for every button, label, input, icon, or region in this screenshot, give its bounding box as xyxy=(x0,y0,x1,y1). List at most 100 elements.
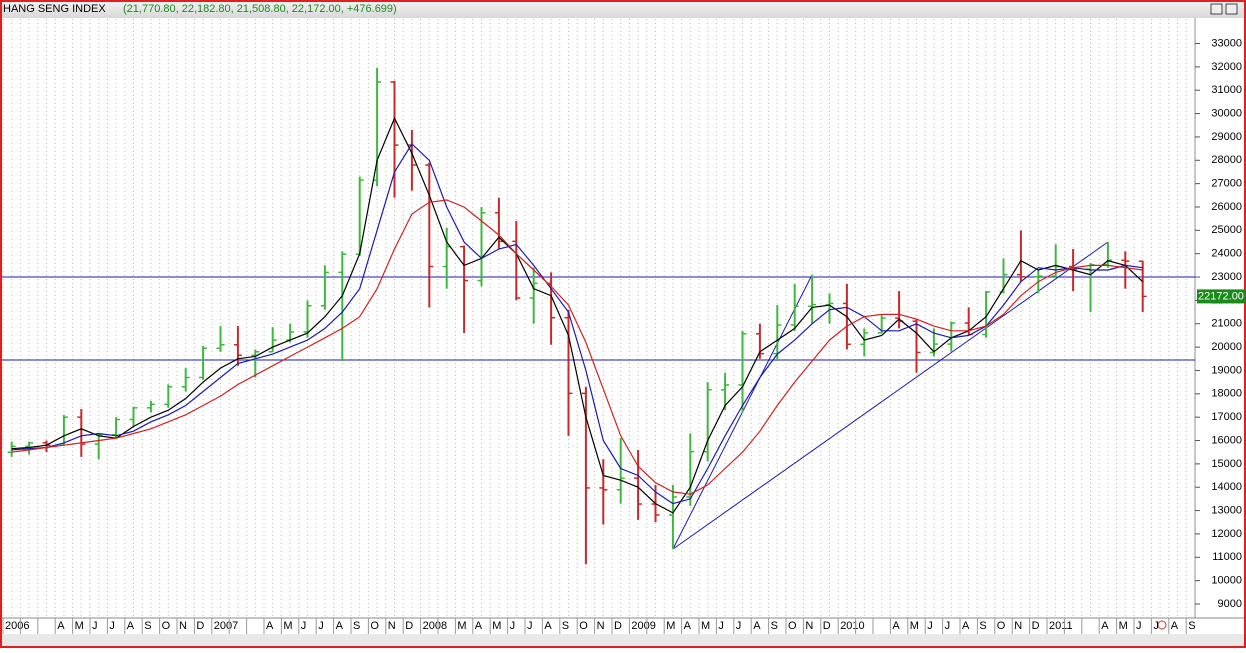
ohlc-bar xyxy=(564,309,573,436)
ohlc-bar xyxy=(494,197,503,250)
y-tick-label: 32000 xyxy=(1211,61,1242,73)
ohlc-bar xyxy=(251,349,260,378)
plot-area xyxy=(2,19,1195,618)
x-tick-label: S xyxy=(562,620,569,632)
x-tick-label: O xyxy=(370,620,379,632)
y-tick-label: 24000 xyxy=(1211,248,1242,260)
x-tick-label: N xyxy=(597,620,605,632)
ohlc-bar xyxy=(164,384,173,408)
x-tick-label: A xyxy=(127,620,135,632)
y-tick-label: 9000 xyxy=(1218,598,1242,610)
y-tick-label: 29000 xyxy=(1211,131,1242,143)
ohlc-bar xyxy=(477,206,486,287)
y-tick-label: 16000 xyxy=(1211,434,1242,446)
y-tick-label: 21000 xyxy=(1211,318,1242,330)
scroll-icon[interactable] xyxy=(1157,620,1167,630)
ohlc-bar xyxy=(773,305,782,362)
ohlc-bar xyxy=(721,372,730,411)
ohlc-bar xyxy=(1138,260,1147,313)
x-tick-label: S xyxy=(1188,620,1195,632)
x-tick-label: S xyxy=(979,620,986,632)
x-tick-label: 2010 xyxy=(840,620,864,632)
x-tick-label: 2007 xyxy=(214,620,238,632)
x-tick-label: A xyxy=(544,620,552,632)
x-tick-label: A xyxy=(57,620,65,632)
y-tick-label: 33000 xyxy=(1211,37,1242,49)
ohlc-bar xyxy=(390,80,399,198)
x-tick-label: D xyxy=(823,620,831,632)
ohlc-bar xyxy=(912,319,921,373)
x-tick-label: S xyxy=(144,620,151,632)
x-tick-label: A xyxy=(753,620,761,632)
y-tick-label: 15000 xyxy=(1211,458,1242,470)
y-tick-label: 12000 xyxy=(1211,528,1242,540)
ohlc-bar xyxy=(1121,251,1130,289)
ohlc-bar xyxy=(199,345,208,380)
x-tick-label: M xyxy=(910,620,919,632)
ohlc-bar xyxy=(668,484,677,550)
last-value-tag xyxy=(1197,289,1245,304)
x-tick-label: A xyxy=(475,620,483,632)
ohlc-bar xyxy=(790,284,799,331)
x-tick-label: A xyxy=(266,620,274,632)
ohlc-bar xyxy=(216,326,225,352)
x-tick-label: J xyxy=(318,620,324,632)
y-tick-label: 14000 xyxy=(1211,481,1242,493)
x-tick-label: J xyxy=(1136,620,1142,632)
y-tick-label: 13000 xyxy=(1211,504,1242,516)
ohlc-bar xyxy=(320,265,329,310)
x-tick-label: S xyxy=(771,620,778,632)
ohlc-bar xyxy=(338,251,347,362)
close-button[interactable] xyxy=(1225,3,1238,15)
ohlc-bar xyxy=(703,382,712,462)
x-tick-label: M xyxy=(666,620,675,632)
x-tick-label: A xyxy=(1171,620,1179,632)
y-tick-label: 19000 xyxy=(1211,364,1242,376)
ohlc-bar xyxy=(425,162,434,308)
x-tick-label: S xyxy=(353,620,360,632)
x-tick-label: 2011 xyxy=(1049,620,1073,632)
title-bar xyxy=(0,0,1246,18)
ohlc-bar xyxy=(599,459,608,525)
ohlc-bar xyxy=(181,368,190,392)
ohlc-bar xyxy=(460,245,469,334)
x-tick-label: J xyxy=(736,620,742,632)
x-tick-label: N xyxy=(805,620,813,632)
ohlc-bar xyxy=(77,408,86,457)
x-tick-label: 2008 xyxy=(423,620,447,632)
ohlc-bar xyxy=(146,400,155,413)
y-tick-label: 23000 xyxy=(1211,271,1242,283)
ohlc-bar xyxy=(982,291,991,338)
y-tick-label: 25000 xyxy=(1211,224,1242,236)
x-tick-label: J xyxy=(301,620,307,632)
x-tick-label: J xyxy=(1153,620,1159,632)
x-tick-label: A xyxy=(962,620,970,632)
x-tick-label: A xyxy=(892,620,900,632)
ohlc-bar xyxy=(877,314,886,334)
y-tick-label: 17000 xyxy=(1211,411,1242,423)
y-tick-label: 31000 xyxy=(1211,84,1242,96)
ma-line xyxy=(11,199,1143,495)
x-tick-label: M xyxy=(283,620,292,632)
ma-line xyxy=(11,116,1144,514)
y-tick-label: 26000 xyxy=(1211,201,1242,213)
x-tick-label: M xyxy=(701,620,710,632)
x-tick-label: O xyxy=(579,620,588,632)
x-tick-label: N xyxy=(1014,620,1022,632)
x-tick-label: D xyxy=(1032,620,1040,632)
ohlc-bar xyxy=(529,267,538,324)
x-tick-label: O xyxy=(162,620,171,632)
x-tick-label: D xyxy=(614,620,622,632)
restore-button[interactable] xyxy=(1210,3,1223,15)
x-tick-label: O xyxy=(997,620,1006,632)
x-tick-label: J xyxy=(510,620,515,632)
y-tick-label: 20000 xyxy=(1211,341,1242,353)
last-value-label: 22172.00 xyxy=(1198,290,1244,302)
ohlc-bar xyxy=(1016,230,1025,282)
x-tick-label: A xyxy=(336,620,344,632)
y-tick-label: 28000 xyxy=(1211,154,1242,166)
x-tick-label: N xyxy=(179,620,187,632)
x-tick-label: J xyxy=(945,620,951,632)
